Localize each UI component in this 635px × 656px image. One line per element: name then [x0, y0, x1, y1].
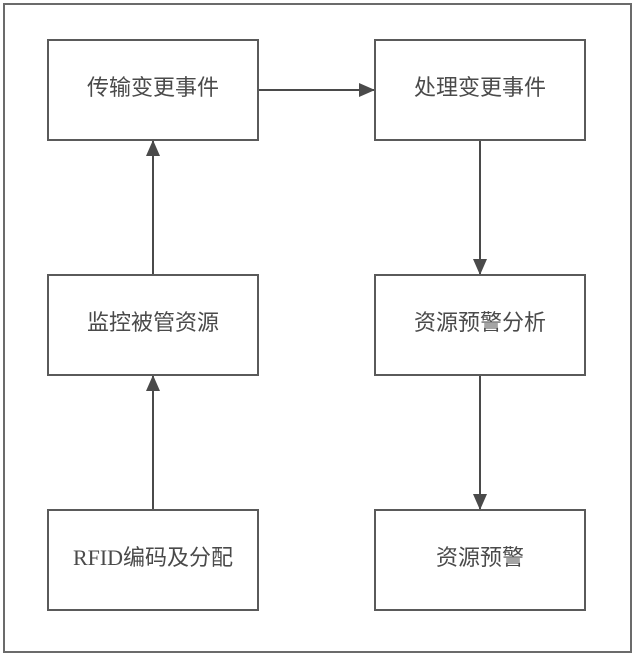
node-n_analysis: 资源预警分析 [375, 275, 585, 375]
node-label-n_alert: 资源预警 [436, 545, 524, 570]
node-label-n_rfid: RFID编码及分配 [73, 545, 233, 570]
node-label-n_process: 处理变更事件 [414, 75, 546, 100]
node-label-n_analysis: 资源预警分析 [414, 310, 546, 335]
node-n_process: 处理变更事件 [375, 40, 585, 140]
node-n_transmit: 传输变更事件 [48, 40, 258, 140]
node-n_alert: 资源预警 [375, 510, 585, 610]
node-n_monitor: 监控被管资源 [48, 275, 258, 375]
node-n_rfid: RFID编码及分配 [48, 510, 258, 610]
node-label-n_monitor: 监控被管资源 [87, 310, 219, 335]
flowchart-canvas: 传输变更事件 处理变更事件监控被管资源 资源预警分析 RFID编码及分配 资源预警 [0, 0, 635, 656]
node-label-n_transmit: 传输变更事件 [87, 75, 219, 100]
